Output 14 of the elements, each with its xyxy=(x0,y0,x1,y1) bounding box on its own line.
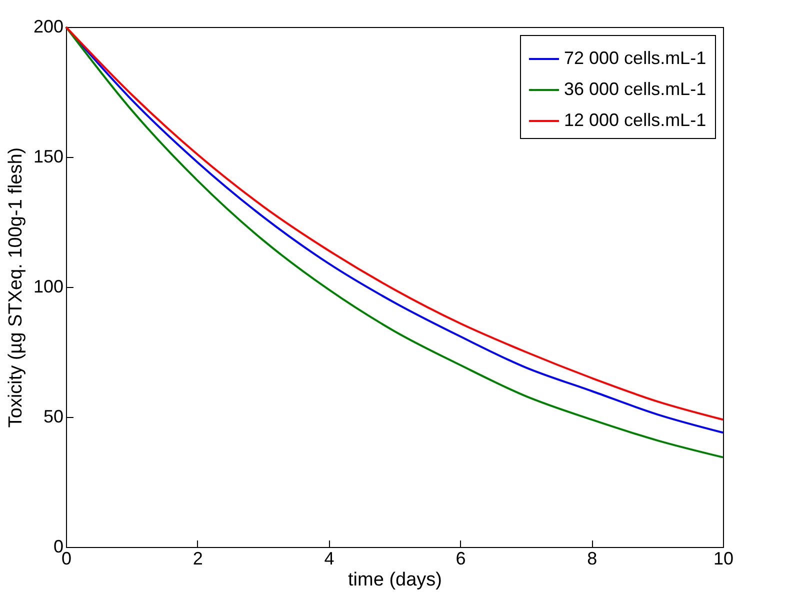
y-tick-label: 200 xyxy=(33,16,64,36)
x-axis-title: time (days) xyxy=(348,570,442,590)
x-tick-label: 8 xyxy=(587,548,598,568)
x-tick-label: 6 xyxy=(456,548,466,568)
y-tick-label: 50 xyxy=(43,406,64,426)
y-tick-label: 150 xyxy=(33,146,64,166)
x-tick-label: 2 xyxy=(192,548,203,568)
x-tick-label: 10 xyxy=(713,548,734,568)
legend-label: 12 000 cells.mL-1 xyxy=(564,110,706,130)
y-tick-label: 100 xyxy=(33,276,64,296)
legend-label: 36 000 cells.mL-1 xyxy=(564,79,706,99)
x-tick-label: 4 xyxy=(324,548,334,568)
y-axis-title: Toxicity (µg STXeq. 100g-1 flesh) xyxy=(5,147,26,428)
legend-label: 72 000 cells.mL-1 xyxy=(564,48,706,68)
